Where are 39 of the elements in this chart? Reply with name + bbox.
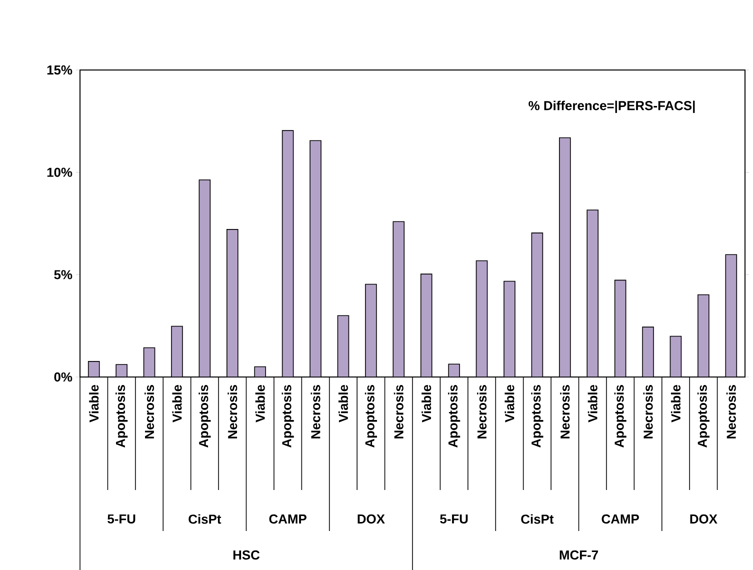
text: CisPt xyxy=(188,514,222,524)
x-tick-label: Viable xyxy=(338,384,348,422)
x-tick-label: Apoptosis xyxy=(448,384,460,448)
x-tick-label: Viable xyxy=(89,384,99,422)
x-tick-label: Apoptosis xyxy=(364,384,377,448)
x-tick-label: Viable xyxy=(670,384,680,422)
x-tick-label: Viable xyxy=(422,384,432,422)
y-tick-label: 15% xyxy=(47,65,72,74)
text: CisPt xyxy=(521,514,554,524)
y-tick-label: 10% xyxy=(47,168,72,177)
x-tick-label: Necrosis xyxy=(643,384,653,438)
text: 5-FU xyxy=(108,514,136,524)
x-tick-label: Necrosis xyxy=(560,384,570,438)
x-tick-label: Viable xyxy=(588,384,598,422)
x-tick-label: Necrosis xyxy=(477,384,487,438)
x-tick-label: Apoptosis xyxy=(531,384,544,448)
x-tick-label: Viable xyxy=(172,384,182,422)
text: CAMP xyxy=(602,514,639,524)
x-tick-label: Necrosis xyxy=(310,384,320,438)
x-tick-label: Necrosis xyxy=(228,384,238,438)
x-tick-label: Necrosis xyxy=(726,384,736,438)
x-tick-label: Apoptosis xyxy=(697,384,710,448)
x-tick-label: Apoptosis xyxy=(614,384,626,448)
x-tick-label: Necrosis xyxy=(394,384,404,438)
text: CAMP xyxy=(269,514,306,524)
text: HSC xyxy=(233,550,260,560)
annotation: % Difference=|PERS-FACS| xyxy=(528,100,695,113)
y-tick-label: 0% xyxy=(54,372,72,382)
text: DOX xyxy=(690,514,718,524)
x-tick-label: Viable xyxy=(504,384,514,422)
x-tick-label: Apoptosis xyxy=(116,384,128,448)
text: MCF-7 xyxy=(560,550,598,560)
x-tick-label: Apoptosis xyxy=(282,384,294,448)
x-tick-label: Viable xyxy=(255,384,265,422)
text: DOX xyxy=(358,514,385,524)
x-tick-label: Necrosis xyxy=(144,384,154,438)
x-tick-label: Apoptosis xyxy=(198,384,211,448)
y-tick-label: 5% xyxy=(54,270,72,280)
text: 5-FU xyxy=(440,514,468,524)
